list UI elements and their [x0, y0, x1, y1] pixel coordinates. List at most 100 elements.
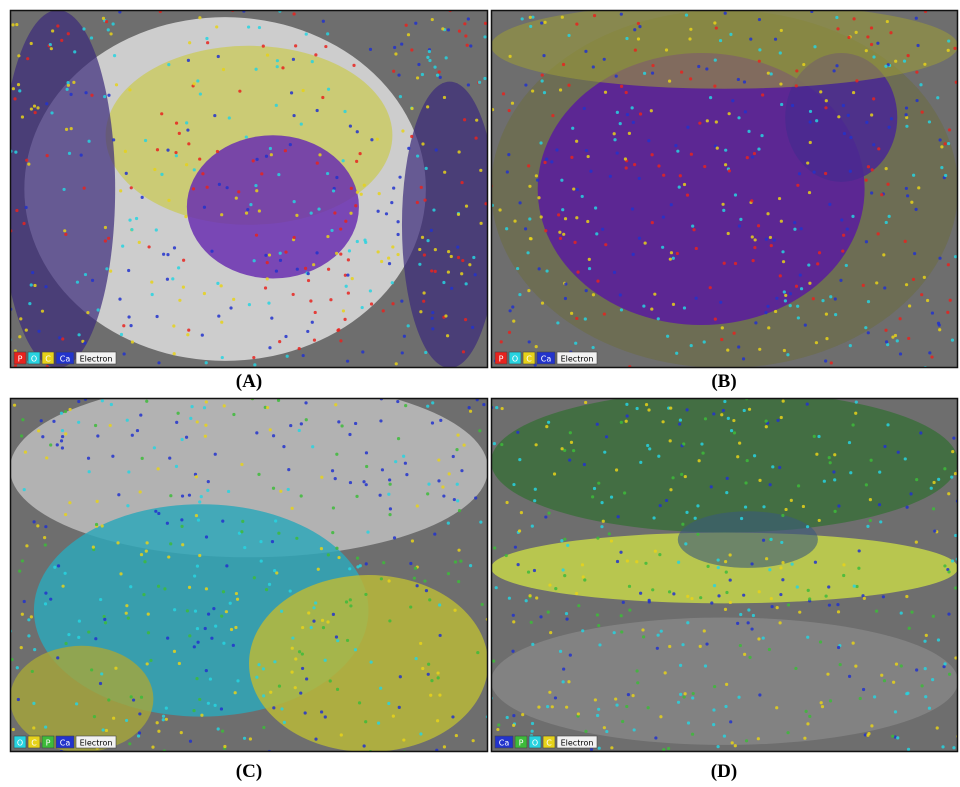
- element-dot: [593, 487, 596, 490]
- element-dot: [56, 656, 59, 659]
- element-dot: [243, 546, 246, 549]
- element-dot: [633, 728, 636, 731]
- eds-map: [9, 380, 489, 753]
- element-dot: [36, 524, 39, 527]
- element-dot: [451, 715, 454, 718]
- element-dot: [878, 471, 881, 474]
- element-dot: [262, 45, 265, 48]
- element-dot: [362, 480, 365, 483]
- page: POCCaElectronPOCCaElectronOCPCaElectronC…: [0, 0, 960, 787]
- element-dot: [584, 401, 587, 404]
- element-dot: [64, 233, 67, 236]
- element-dot: [577, 712, 580, 715]
- element-dot: [270, 153, 273, 156]
- element-dot: [616, 151, 619, 154]
- element-dot: [147, 245, 150, 248]
- element-dot: [44, 525, 47, 528]
- element-dot: [467, 17, 470, 20]
- element-dot: [595, 232, 598, 235]
- element-dot: [734, 744, 737, 747]
- element-dot: [112, 22, 115, 25]
- element-dot: [301, 667, 304, 670]
- element-dot: [915, 71, 918, 74]
- element-dot: [597, 708, 600, 711]
- element-dot: [257, 473, 260, 476]
- element-dot: [166, 149, 169, 152]
- element-dot: [818, 251, 821, 254]
- element-dot: [91, 279, 94, 282]
- element-dot: [207, 480, 210, 483]
- element-dot: [806, 525, 809, 528]
- element-dot: [626, 113, 629, 116]
- element-dot: [905, 113, 908, 116]
- element-dot: [266, 406, 269, 409]
- element-dot: [483, 35, 486, 38]
- element-dot: [915, 478, 918, 481]
- element-dot: [835, 64, 838, 67]
- element-dot: [350, 187, 353, 190]
- element-dot: [704, 417, 707, 420]
- element-dot: [528, 185, 531, 188]
- element-dot: [45, 456, 48, 459]
- element-dot: [107, 237, 110, 240]
- element-dot: [421, 667, 424, 670]
- element-dot: [713, 85, 716, 88]
- element-dot: [77, 421, 80, 424]
- element-dot: [311, 321, 314, 324]
- element-dot: [559, 650, 562, 653]
- element-dot: [731, 99, 734, 102]
- element-dot: [82, 27, 85, 30]
- element-dot: [456, 245, 459, 248]
- element-dot: [118, 298, 121, 301]
- element-dot: [196, 79, 199, 82]
- element-dot: [458, 150, 461, 153]
- element-dot: [769, 483, 772, 486]
- element-dot: [891, 735, 894, 738]
- element-dot: [141, 196, 144, 199]
- element-dot: [64, 513, 67, 516]
- element-dot: [182, 286, 185, 289]
- element-dot: [774, 310, 777, 313]
- element-dot: [260, 172, 263, 175]
- element-dot: [180, 525, 183, 528]
- element-dot: [942, 665, 945, 668]
- element-dot: [796, 585, 799, 588]
- element-dot: [727, 417, 730, 420]
- element-dot: [665, 48, 668, 51]
- element-dot: [410, 48, 413, 51]
- element-dot: [797, 316, 800, 319]
- element-dot: [50, 47, 53, 50]
- element-dot: [443, 171, 446, 174]
- element-dot: [439, 76, 442, 79]
- element-dot: [253, 363, 256, 366]
- element-dot: [528, 217, 531, 220]
- element-dot: [905, 595, 908, 598]
- element-dot: [796, 305, 799, 308]
- element-dot: [518, 458, 521, 461]
- element-dot: [784, 508, 787, 511]
- element-dot: [864, 326, 867, 329]
- element-dot: [758, 590, 761, 593]
- element-dot: [196, 420, 199, 423]
- element-dot: [543, 91, 546, 94]
- element-dot: [585, 149, 588, 152]
- element-dot: [459, 560, 462, 563]
- element-dot: [468, 263, 471, 266]
- element-dot: [293, 236, 296, 239]
- element-dot: [140, 696, 143, 699]
- element-dot: [564, 282, 567, 285]
- element-dot: [455, 734, 458, 737]
- element-dot: [457, 256, 460, 259]
- element-dot: [416, 154, 419, 157]
- element-dot: [166, 522, 169, 525]
- element-dot: [685, 408, 688, 411]
- element-dot: [616, 560, 619, 563]
- element-dot: [753, 246, 756, 249]
- element-dot: [104, 621, 107, 624]
- element-dot: [431, 401, 434, 404]
- legend-label: Ca: [60, 355, 71, 364]
- element-dot: [584, 317, 587, 320]
- element-dot: [726, 348, 729, 351]
- element-dot: [512, 714, 515, 717]
- element-dot: [193, 82, 196, 85]
